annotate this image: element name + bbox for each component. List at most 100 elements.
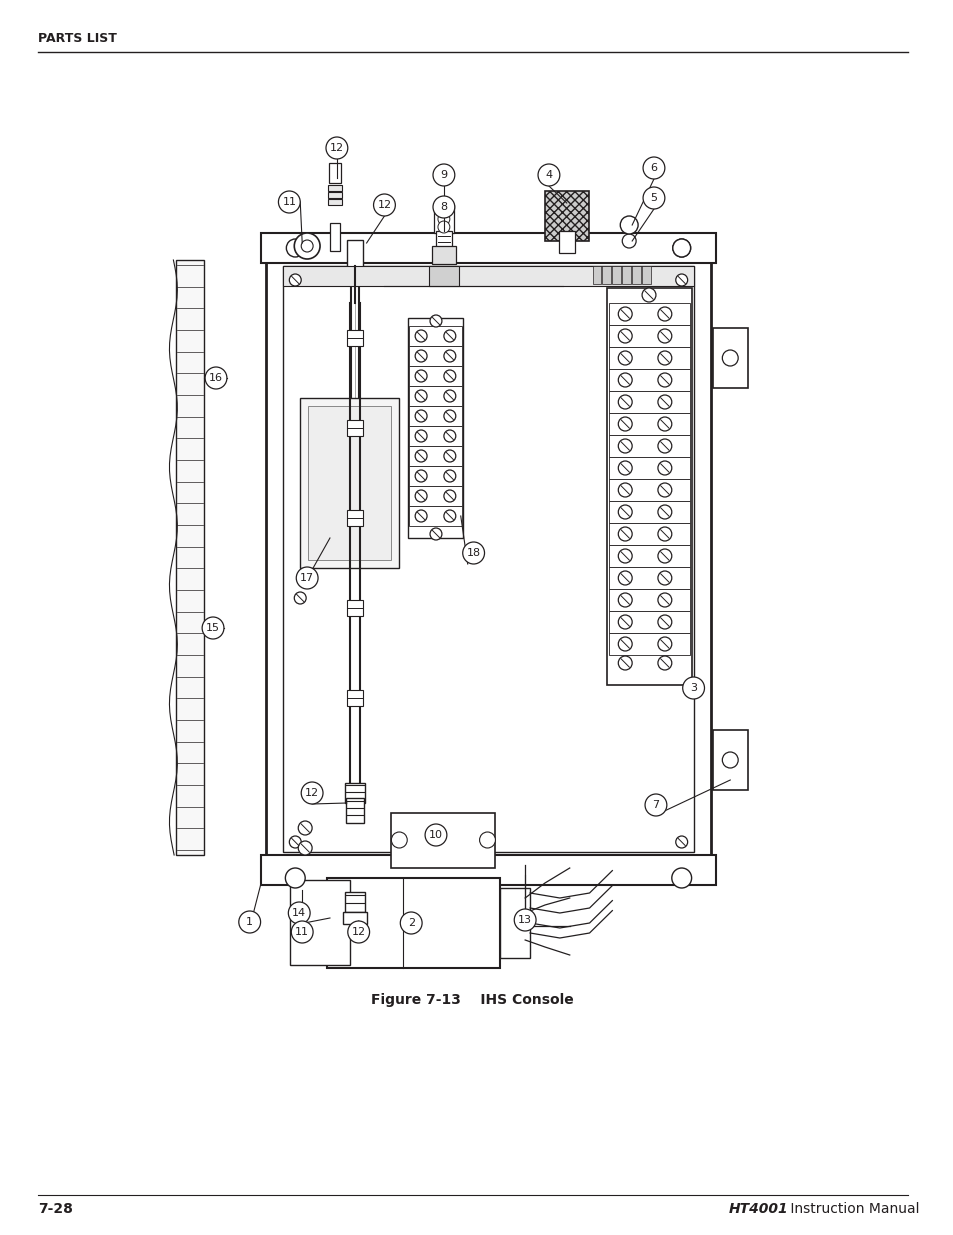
Circle shape [443,471,456,482]
Circle shape [618,373,632,387]
Bar [434,205,454,233]
Bar [409,366,461,387]
Text: Figure 7-13    IHS Console: Figure 7-13 IHS Console [371,993,574,1007]
Circle shape [296,567,317,589]
Bar [544,191,588,241]
Bar [609,634,689,655]
Circle shape [618,329,632,343]
Bar [592,266,600,284]
Bar [327,878,500,968]
Bar [409,466,461,487]
Circle shape [721,752,738,768]
Circle shape [658,308,671,321]
Bar [713,730,747,790]
Circle shape [658,505,671,519]
Bar [500,888,530,958]
Circle shape [443,450,456,462]
Circle shape [202,618,224,638]
Circle shape [619,216,638,233]
Text: 16: 16 [209,373,223,383]
Circle shape [658,527,671,541]
Text: Instruction Manual: Instruction Manual [785,1202,919,1216]
Circle shape [658,615,671,629]
Circle shape [415,490,427,501]
Bar [328,185,341,191]
Text: 12: 12 [377,200,391,210]
Circle shape [658,351,671,366]
Circle shape [642,157,664,179]
Circle shape [672,240,690,257]
Bar [609,435,689,457]
Bar [329,163,340,183]
Circle shape [415,390,427,403]
Bar [409,506,461,526]
Text: 1: 1 [246,918,253,927]
Circle shape [430,315,441,327]
Circle shape [658,550,671,563]
Circle shape [301,782,323,804]
Circle shape [671,868,691,888]
Bar [342,911,366,924]
Text: 8: 8 [440,203,447,212]
Text: 12: 12 [305,788,319,798]
Bar [609,325,689,347]
Circle shape [298,841,312,855]
Text: 11: 11 [294,927,309,937]
Bar [283,266,693,852]
Circle shape [618,571,632,585]
Bar [391,813,495,868]
Bar [609,347,689,369]
Circle shape [658,417,671,431]
Circle shape [437,221,450,233]
Bar [436,231,452,251]
Bar [409,446,461,466]
Circle shape [682,677,703,699]
Bar [621,266,631,284]
Bar [300,398,399,568]
Circle shape [618,417,632,431]
Bar [290,881,350,965]
Circle shape [658,593,671,606]
Circle shape [294,592,306,604]
Circle shape [415,410,427,422]
Bar [283,266,693,287]
Circle shape [479,832,495,848]
Bar [609,391,689,412]
Circle shape [658,571,671,585]
Bar [347,600,362,616]
Circle shape [291,921,313,944]
Circle shape [642,186,664,209]
Bar [609,303,689,325]
Bar [344,892,364,911]
Bar [347,420,362,436]
Circle shape [537,164,559,186]
Bar [308,406,391,559]
Circle shape [415,430,427,442]
Circle shape [658,329,671,343]
Circle shape [618,395,632,409]
Text: 12: 12 [330,143,344,153]
Circle shape [462,542,484,564]
Circle shape [618,527,632,541]
Circle shape [348,921,369,944]
Circle shape [374,194,395,216]
Text: 12: 12 [352,927,365,937]
Circle shape [415,510,427,522]
Circle shape [433,164,455,186]
Circle shape [443,370,456,382]
Circle shape [672,240,690,257]
Circle shape [415,450,427,462]
Bar [409,487,461,506]
Bar [609,479,689,501]
Circle shape [415,330,427,342]
Circle shape [641,288,656,303]
Bar [347,330,362,346]
Circle shape [658,395,671,409]
Bar [347,690,362,706]
Text: 10: 10 [429,830,442,840]
Circle shape [326,137,348,159]
Circle shape [433,196,455,219]
Bar [347,240,362,270]
Circle shape [618,308,632,321]
Circle shape [278,191,300,212]
